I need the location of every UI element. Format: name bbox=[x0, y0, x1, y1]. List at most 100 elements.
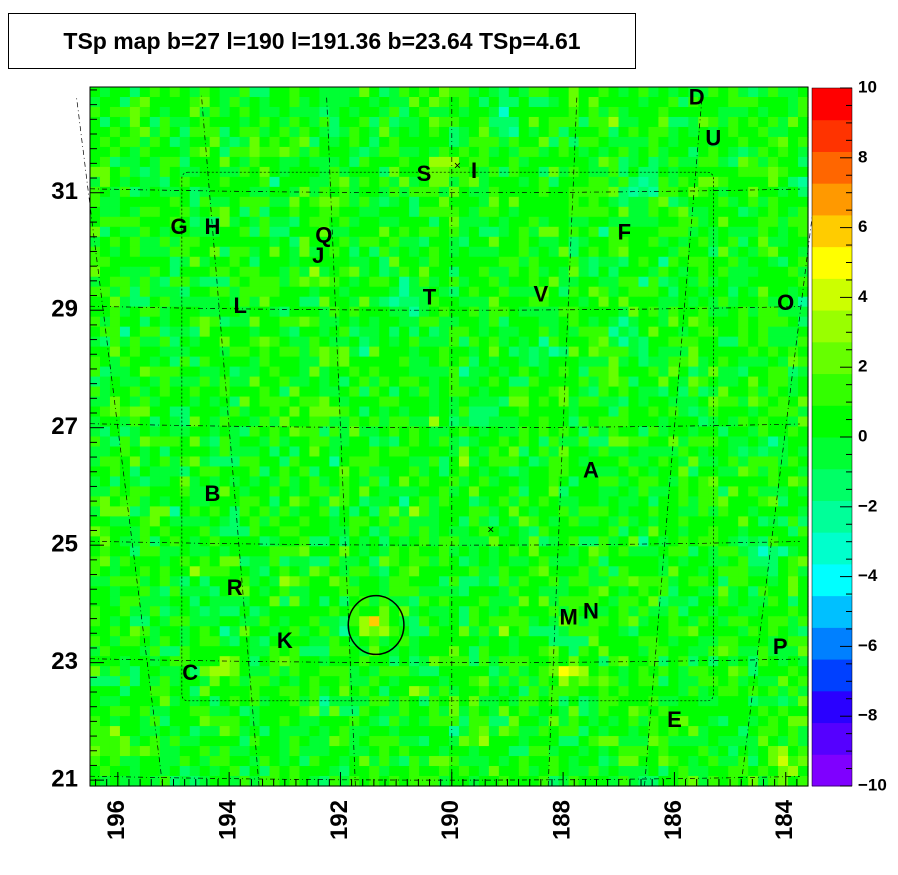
heatmap-cell bbox=[239, 216, 251, 228]
heatmap-cell bbox=[518, 626, 530, 637]
heatmap-cell bbox=[289, 546, 301, 557]
heatmap-cell bbox=[289, 406, 301, 418]
heatmap-cell bbox=[439, 496, 450, 507]
heatmap-cell bbox=[588, 136, 600, 148]
heatmap-cell bbox=[299, 146, 310, 158]
heatmap-cell bbox=[718, 306, 729, 318]
heatmap-cell bbox=[638, 366, 650, 378]
heatmap-cell bbox=[349, 416, 360, 428]
heatmap-cell bbox=[389, 416, 400, 428]
heatmap-cell bbox=[239, 146, 251, 158]
heatmap-cell bbox=[508, 206, 520, 218]
heatmap-cell bbox=[209, 776, 221, 787]
heatmap-cell bbox=[478, 616, 490, 627]
heatmap-cell bbox=[758, 406, 769, 418]
heatmap-cell bbox=[588, 456, 600, 468]
heatmap-cell bbox=[778, 606, 789, 617]
heatmap-cell bbox=[339, 226, 350, 238]
heatmap-cell bbox=[259, 656, 271, 667]
heatmap-cell bbox=[778, 316, 789, 328]
heatmap-cell bbox=[538, 656, 550, 667]
heatmap-cell bbox=[748, 216, 759, 228]
heatmap-cell bbox=[688, 286, 699, 298]
heatmap-cell bbox=[129, 116, 141, 128]
heatmap-cell bbox=[618, 376, 630, 388]
heatmap-cell bbox=[738, 706, 749, 717]
heatmap-cell bbox=[458, 236, 470, 248]
heatmap-cell bbox=[738, 396, 749, 408]
heatmap-cell bbox=[249, 176, 261, 188]
heatmap-cell bbox=[99, 96, 111, 108]
heatmap-cell bbox=[139, 766, 151, 777]
heatmap-cell bbox=[169, 656, 181, 667]
heatmap-cell bbox=[399, 256, 410, 268]
heatmap-cell bbox=[718, 596, 729, 607]
heatmap-cell bbox=[439, 256, 450, 268]
heatmap-cell bbox=[738, 206, 749, 218]
heatmap-cell bbox=[339, 116, 350, 128]
heatmap-cell bbox=[319, 586, 330, 597]
heatmap-cell bbox=[409, 636, 420, 647]
heatmap-cell bbox=[389, 616, 400, 627]
heatmap-cell bbox=[319, 226, 330, 238]
heatmap-cell bbox=[498, 706, 510, 717]
heatmap-cell bbox=[299, 626, 310, 637]
heatmap-cell bbox=[90, 236, 101, 248]
heatmap-cell bbox=[788, 436, 799, 448]
heatmap-cell bbox=[99, 126, 111, 138]
heatmap-cell bbox=[229, 106, 241, 118]
heatmap-cell bbox=[129, 586, 141, 597]
heatmap-cell bbox=[199, 196, 211, 208]
heatmap-cell bbox=[578, 176, 590, 188]
heatmap-cell bbox=[568, 286, 580, 298]
heatmap-cell bbox=[139, 666, 151, 677]
heatmap-cell bbox=[269, 126, 281, 138]
heatmap-cell bbox=[419, 526, 430, 537]
heatmap-cell bbox=[369, 576, 380, 587]
heatmap-cell bbox=[478, 146, 490, 158]
heatmap-cell bbox=[129, 126, 141, 138]
heatmap-cell bbox=[798, 706, 809, 717]
heatmap-cell bbox=[648, 626, 660, 637]
heatmap-cell bbox=[508, 536, 520, 547]
heatmap-cell bbox=[239, 186, 251, 198]
heatmap-cell bbox=[299, 296, 310, 308]
heatmap-cell bbox=[239, 366, 251, 378]
heatmap-cell bbox=[568, 666, 580, 677]
heatmap-cell bbox=[429, 716, 440, 727]
heatmap-cell bbox=[538, 346, 550, 358]
heatmap-cell bbox=[768, 506, 779, 517]
heatmap-cell bbox=[788, 706, 799, 717]
heatmap-cell bbox=[498, 236, 510, 248]
heatmap-cell bbox=[608, 656, 620, 667]
heatmap-cell bbox=[458, 656, 470, 667]
heatmap-cell bbox=[419, 366, 430, 378]
heatmap-cell bbox=[688, 296, 699, 308]
heatmap-cell bbox=[778, 526, 789, 537]
heatmap-cell bbox=[90, 206, 101, 218]
heatmap-cell bbox=[718, 446, 729, 458]
heatmap-cell bbox=[668, 416, 679, 428]
heatmap-cell bbox=[449, 296, 460, 308]
heatmap-cell bbox=[708, 526, 719, 537]
heatmap-cell bbox=[299, 736, 310, 747]
heatmap-cell bbox=[468, 696, 480, 707]
heatmap-cell bbox=[458, 446, 470, 458]
heatmap-cell bbox=[638, 266, 650, 278]
heatmap-cell bbox=[269, 376, 281, 388]
heatmap-cell bbox=[758, 566, 769, 577]
heatmap-cell bbox=[728, 156, 739, 168]
heatmap-cell bbox=[508, 386, 520, 398]
heatmap-cell bbox=[628, 456, 640, 468]
heatmap-cell bbox=[568, 456, 580, 468]
heatmap-cell bbox=[279, 216, 291, 228]
heatmap-cell bbox=[778, 636, 789, 647]
heatmap-cell bbox=[289, 426, 301, 438]
heatmap-cell bbox=[199, 236, 211, 248]
heatmap-cell bbox=[339, 406, 350, 418]
heatmap-cell bbox=[608, 276, 620, 288]
heatmap-cell bbox=[518, 456, 530, 468]
heatmap-cell bbox=[548, 396, 560, 408]
heatmap-cell bbox=[618, 326, 630, 338]
heatmap-cell bbox=[598, 506, 610, 517]
